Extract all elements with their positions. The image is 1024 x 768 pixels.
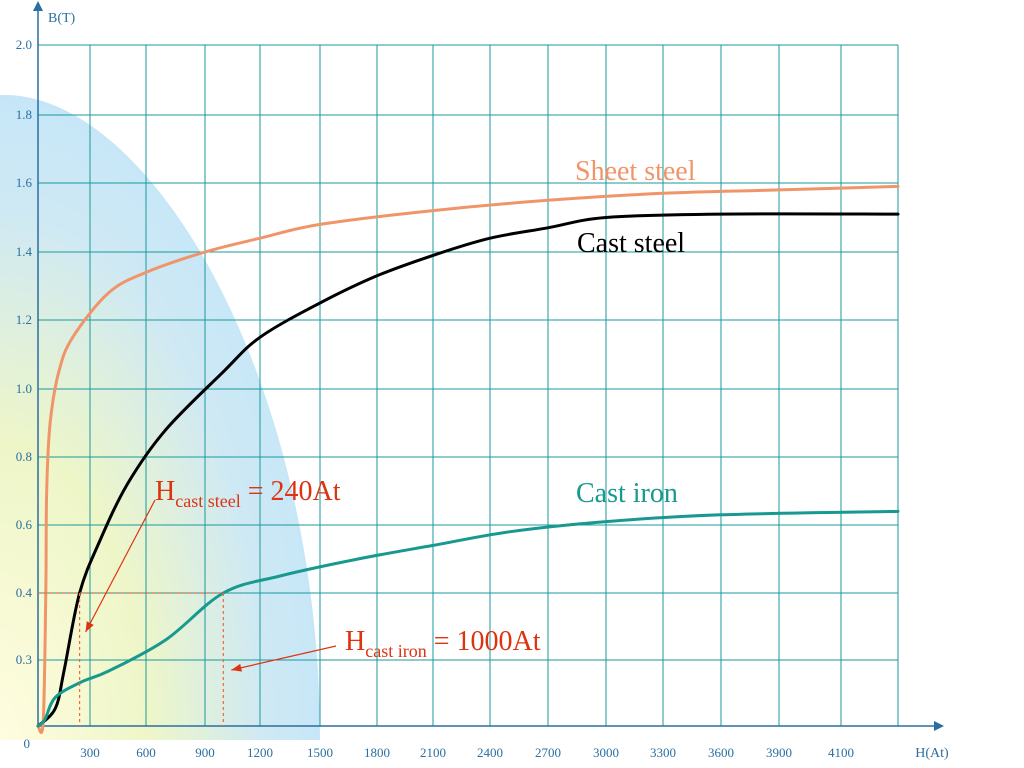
x-tick-label: 3600 [708,745,734,760]
series-lines [36,184,900,735]
series-label-cast-steel: Cast steel [577,228,685,259]
y-tick-label: 0.4 [16,585,33,600]
series-labels: Sheet steel Cast steel Cast iron [575,156,696,509]
y-tick-label: 1.0 [16,381,32,396]
series-line-cast-iron [36,509,900,728]
x-tick-label: 300 [80,745,100,760]
x-tick-label: 2400 [477,745,503,760]
x-tick-label: 3900 [766,745,792,760]
annotation-arrow-line [231,645,337,671]
x-tick-label: 900 [195,745,215,760]
x-tick-label: 1500 [307,745,333,760]
x-tick-label: 1800 [364,745,390,760]
y-tick-label: 0.3 [16,652,32,667]
y-tick-label: 1.6 [16,175,33,190]
axes [33,1,944,731]
y-tick-label: 1.4 [16,244,33,259]
x-tick-label: 4100 [828,745,854,760]
annotation-cast-iron: Hcast iron = 1000At [345,626,541,661]
annotations: Hcast steel = 240At Hcast iron = 1000At [85,476,541,672]
y-tick-label: 1.8 [16,107,32,122]
x-tick-label: 3300 [650,745,676,760]
guide-lines [38,592,224,726]
y-tick-label: 0.8 [16,449,32,464]
annotation-arrow-head [231,663,242,672]
y-axis-title: B(T) [48,11,76,26]
x-tick-label: 2700 [535,745,561,760]
annotation-arrow-line [85,499,156,633]
series-line-cast-steel [36,212,900,728]
y-tick-label: 0 [24,736,31,751]
series-line-sheet-steel [36,184,900,735]
y-tick-label: 2.0 [16,37,32,52]
y-tick-label: 1.2 [16,312,32,327]
x-tick-label: 600 [136,745,156,760]
annotation-cast-steel: Hcast steel = 240At [155,476,341,511]
x-tick-label: 3000 [593,745,619,760]
series-label-sheet-steel: Sheet steel [575,156,696,187]
y-tick-label: 0.6 [16,517,33,532]
y-axis-arrow [33,1,43,11]
x-tick-label: 2100 [420,745,446,760]
x-axis-arrow [934,721,944,731]
x-axis-title: H(At) [915,746,949,761]
tick-labels: 300 600 900 1200 1500 1800 2100 2400 2700 3000 330… [16,11,949,761]
x-tick-label: 1200 [247,745,273,760]
background-gradient-shape [0,94,320,741]
series-label-cast-iron: Cast iron [576,478,678,509]
annotation-arrow-head [85,621,94,632]
